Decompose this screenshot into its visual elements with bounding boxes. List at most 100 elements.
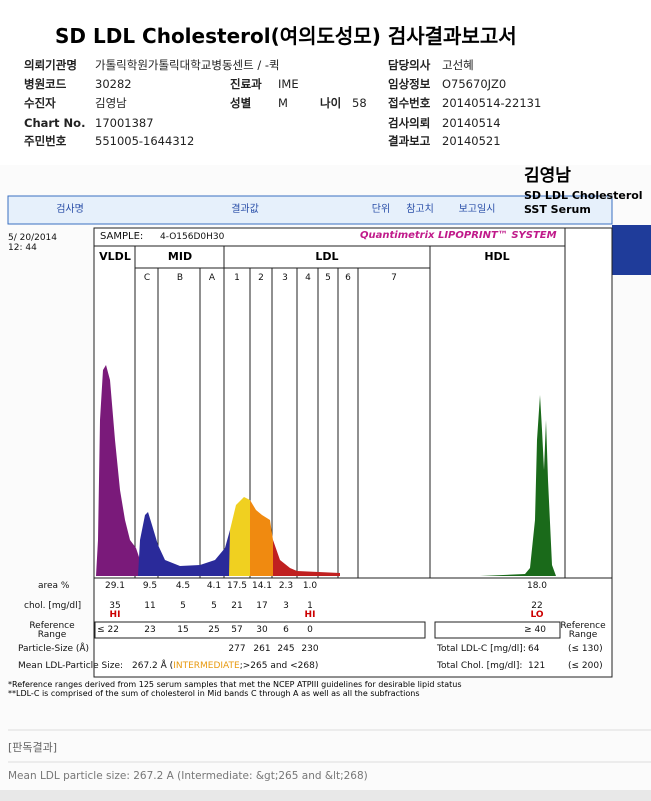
mean-label: Mean LDL-Particle Size:	[18, 661, 124, 671]
info-label: 접수번호	[388, 96, 431, 110]
info-value: 20140521	[442, 134, 501, 148]
interpretation-text: Mean LDL particle size: 267.2 A (Interme…	[8, 770, 368, 782]
total-chol-value: 121	[528, 661, 546, 671]
chol-value: 1	[307, 601, 313, 611]
chol-value: 17	[256, 601, 268, 611]
info-label: 검사의뢰	[388, 116, 431, 130]
total-chol-label: Total Chol. [mg/dl]:	[437, 661, 523, 671]
report-frame	[93, 227, 613, 678]
info-value: 30282	[95, 77, 132, 91]
paren: (	[169, 661, 174, 671]
info-value: 20140514-22131	[442, 96, 542, 110]
info-value: 17001387	[95, 116, 154, 130]
column-header: 검사명	[56, 204, 84, 215]
info-label: 진료과	[230, 77, 262, 91]
area-value: 14.1	[251, 581, 273, 591]
subfraction-label: C	[143, 273, 151, 283]
band-label: HDL	[484, 250, 510, 263]
test-name: SD LDL Cholesterol	[524, 189, 643, 202]
date: 5/ 20/2014	[8, 233, 58, 243]
chol-value: 11	[144, 601, 156, 611]
chol-value: 22	[531, 601, 543, 611]
ref-box	[434, 621, 561, 639]
footnote: *Reference ranges derived from 125 serum…	[8, 680, 462, 689]
band-label: LDL	[315, 250, 339, 263]
mean-value-text: 267.2 Å	[132, 661, 167, 671]
column-header: 단위	[371, 204, 391, 215]
reference-value: 23	[144, 625, 156, 635]
row-label: chol. [mg/dl]	[24, 601, 82, 611]
subfraction-label: 5	[325, 273, 331, 283]
total-ldl-label: Total LDL-C [mg/dl]:	[437, 644, 526, 654]
subfraction-label: 6	[345, 273, 351, 283]
chol-flag: HI	[304, 610, 316, 620]
chol-value: 5	[211, 601, 217, 611]
info-label: 담당의사	[388, 58, 431, 72]
chol-value: 3	[283, 601, 289, 611]
ref-box	[94, 621, 426, 639]
total-ldl-value: 64	[528, 644, 540, 654]
band-label: VLDL	[99, 250, 131, 263]
info-label: Chart No.	[24, 116, 86, 130]
mean-value: 267.2 Å (INTERMEDIATE;>265 and <268)	[132, 662, 318, 671]
system: Quantimetrix LIPOPRINT™ SYSTEM	[360, 230, 557, 241]
info-value: 가톨릭학원가톨릭대학교병동센트 / -퀵	[95, 58, 280, 72]
subfraction-label: B	[176, 273, 184, 283]
area-value: 1.0	[302, 581, 318, 591]
subfraction-label: 4	[305, 273, 311, 283]
particle-size: 261	[253, 644, 271, 654]
info-label: 성별	[230, 96, 252, 110]
row-label: Reference Range	[560, 621, 606, 640]
info-label: 나이	[320, 96, 342, 110]
area-value: 4.1	[206, 581, 222, 591]
reference-value: 15	[177, 625, 189, 635]
reference-value: 57	[231, 625, 243, 635]
particle-size: 277	[228, 644, 246, 654]
band-lines	[94, 246, 612, 579]
specimen: SST Serum	[524, 203, 591, 216]
area-value: 29.1	[104, 581, 126, 591]
particle-size: 230	[301, 644, 319, 654]
info-value: IME	[278, 77, 299, 91]
column-header: 참고치	[406, 204, 434, 215]
area-value: 2.3	[278, 581, 294, 591]
column-header: 보고일시	[458, 204, 496, 215]
subfraction-label: A	[208, 273, 216, 283]
area-value: 4.5	[175, 581, 191, 591]
footnote: **LDL-C is comprised of the sum of chole…	[8, 689, 420, 698]
column-header: 결과값	[231, 204, 259, 215]
area-value: 17.5	[226, 581, 248, 591]
info-label: 수진자	[24, 96, 56, 110]
sample-label: SAMPLE:	[100, 231, 144, 242]
patient-name: 김영남	[524, 166, 571, 186]
info-label: 임상정보	[388, 77, 431, 91]
reference-value: ≤ 22	[97, 625, 119, 635]
subfraction-label: 7	[391, 273, 397, 283]
time: 12: 44	[8, 243, 37, 253]
info-value: 551005-1644312	[95, 134, 195, 148]
reference-value: 30	[256, 625, 268, 635]
chol-value: 35	[109, 601, 121, 611]
chol-flag: LO	[530, 610, 544, 620]
info-label: 주민번호	[24, 134, 67, 148]
info-value: O75670JZ0	[442, 77, 507, 91]
bottom-strip	[0, 790, 651, 801]
title: SD LDL Cholesterol(여의도성모) 검사결과보고서	[55, 24, 517, 48]
band-label: MID	[167, 250, 193, 263]
particle-label: Particle-Size (Å)	[18, 644, 90, 654]
info-label: 의뢰기관명	[24, 58, 77, 72]
sample-id: 4-O156D0H30	[160, 232, 225, 242]
info-value: 김영남	[95, 96, 127, 110]
header-bar	[7, 195, 613, 225]
info-value: 58	[352, 96, 367, 110]
trace	[96, 365, 556, 576]
info-value: 고선혜	[442, 58, 474, 72]
info-label: 결과보고	[388, 134, 431, 148]
info-value: M	[278, 96, 288, 110]
reference-value: 6	[283, 625, 289, 635]
interpretation-title: [판독결과]	[8, 741, 58, 754]
area-value: 9.5	[142, 581, 158, 591]
subfraction-label: 2	[258, 273, 264, 283]
